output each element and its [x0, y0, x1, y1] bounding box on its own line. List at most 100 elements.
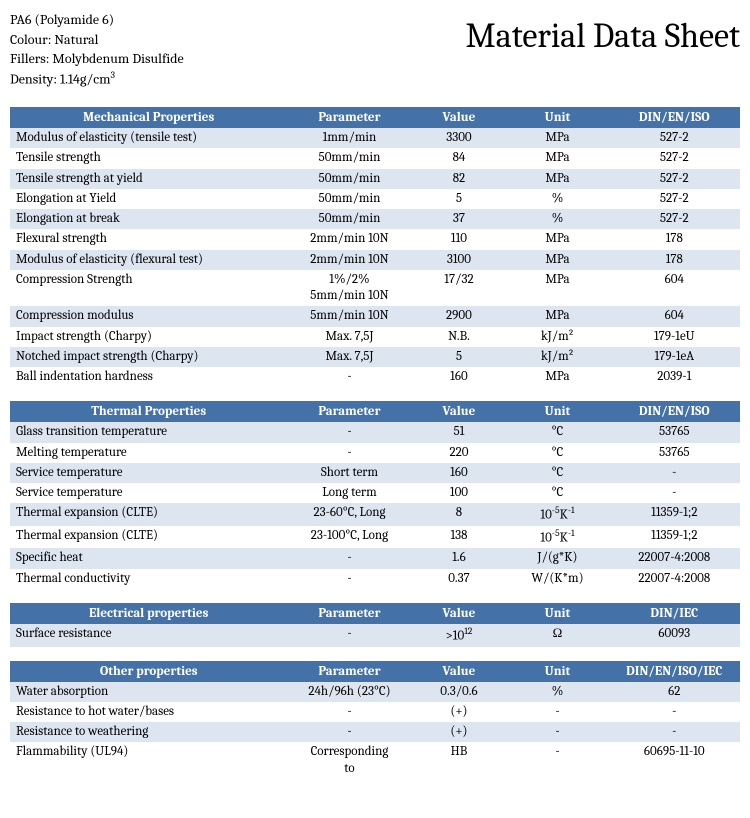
property-name: Modulus of elasticity (flexural test) — [10, 250, 287, 270]
table-row: Compression Strength1%/2%5mm/min 10N17/3… — [10, 270, 740, 307]
property-name: Glass transition temperature — [10, 422, 287, 442]
parameter: 23-60°C, Long — [287, 503, 411, 526]
value: >1012 — [412, 624, 507, 647]
parameter: 23-100°C, Long — [287, 526, 411, 549]
standard: 527-2 — [609, 148, 740, 168]
property-name: Impact strength (Charpy) — [10, 327, 287, 347]
unit: kJ/m² — [506, 327, 608, 347]
value: 2900 — [412, 306, 507, 326]
properties-table: Mechanical PropertiesParameterValueUnitD… — [10, 107, 740, 387]
standard: 2039-1 — [609, 367, 740, 387]
unit: - — [506, 722, 608, 742]
standard: 527-2 — [609, 189, 740, 209]
table-row: Compression modulus5mm/min 10N2900MPa604 — [10, 306, 740, 326]
column-header: Thermal Properties — [10, 401, 287, 422]
parameter: 5mm/min 10N — [287, 306, 411, 326]
value: 160 — [412, 463, 507, 483]
value: 0.3/0.6 — [412, 682, 507, 702]
parameter: - — [287, 569, 411, 589]
property-name: Resistance to weathering — [10, 722, 287, 742]
column-header: DIN/IEC — [609, 603, 740, 624]
unit: MPa — [506, 128, 608, 148]
parameter: 2mm/min 10N — [287, 250, 411, 270]
column-header: Unit — [506, 107, 608, 128]
unit: % — [506, 682, 608, 702]
property-name: Thermal conductivity — [10, 569, 287, 589]
unit: °C — [506, 483, 608, 503]
unit: MPa — [506, 250, 608, 270]
standard: 53765 — [609, 443, 740, 463]
table-row: Resistance to weathering-(+)-- — [10, 722, 740, 742]
unit: MPa — [506, 229, 608, 249]
parameter: 2mm/min 10N — [287, 229, 411, 249]
column-header: Parameter — [287, 603, 411, 624]
unit: kJ/m² — [506, 347, 608, 367]
standard: 178 — [609, 250, 740, 270]
table-row: Thermal conductivity-0.37W/(K*m)22007-4:… — [10, 569, 740, 589]
unit: 10-5K-1 — [506, 526, 608, 549]
table-row: Specific heat-1.6J/(g*K)22007-4:2008 — [10, 548, 740, 568]
property-name: Specific heat — [10, 548, 287, 568]
table-row: Thermal expansion (CLTE)23-100°C, Long13… — [10, 526, 740, 549]
table-row: Surface resistance->1012Ω60093 — [10, 624, 740, 647]
material-meta: PA6 (Polyamide 6) Colour: Natural Filler… — [10, 10, 184, 89]
meta-colour: Colour: Natural — [10, 30, 184, 50]
properties-table: Thermal PropertiesParameterValueUnitDIN/… — [10, 401, 740, 589]
meta-density-sup: 3 — [111, 70, 116, 81]
table-row: Service temperatureShort term160°C- — [10, 463, 740, 483]
column-header: Mechanical Properties — [10, 107, 287, 128]
parameter: Long term — [287, 483, 411, 503]
standard: 62 — [609, 682, 740, 702]
value: 160 — [412, 367, 507, 387]
parameter: Short term — [287, 463, 411, 483]
page-title: Material Data Sheet — [466, 16, 740, 56]
table-row: Resistance to hot water/bases-(+)-- — [10, 702, 740, 722]
standard: - — [609, 483, 740, 503]
standard: 53765 — [609, 422, 740, 442]
standard: 22007-4:2008 — [609, 569, 740, 589]
meta-fillers: Fillers: Molybdenum Disulfide — [10, 49, 184, 69]
table-row: Impact strength (Charpy)Max. 7,5JN.B.kJ/… — [10, 327, 740, 347]
value: 8 — [412, 503, 507, 526]
standard: 60695-11-10 — [609, 742, 740, 779]
value: 37 — [412, 209, 507, 229]
standard: 604 — [609, 270, 740, 307]
parameter: - — [287, 624, 411, 647]
property-name: Modulus of elasticity (tensile test) — [10, 128, 287, 148]
property-name: Ball indentation hardness — [10, 367, 287, 387]
standard: 604 — [609, 306, 740, 326]
meta-density-pre: Density: 1.14g/cm — [10, 70, 111, 87]
unit: % — [506, 189, 608, 209]
property-name: Tensile strength — [10, 148, 287, 168]
column-header: Value — [412, 603, 507, 624]
standard: - — [609, 463, 740, 483]
unit: °C — [506, 463, 608, 483]
column-header: DIN/EN/ISO — [609, 107, 740, 128]
parameter: 50mm/min — [287, 169, 411, 189]
standard: 179-1eA — [609, 347, 740, 367]
standard: 60093 — [609, 624, 740, 647]
parameter: 50mm/min — [287, 189, 411, 209]
value: (+) — [412, 722, 507, 742]
parameter: - — [287, 367, 411, 387]
parameter: 50mm/min — [287, 209, 411, 229]
property-name: Flammability (UL94) — [10, 742, 287, 779]
column-header: Unit — [506, 603, 608, 624]
properties-table: Other propertiesParameterValueUnitDIN/EN… — [10, 661, 740, 779]
unit: W/(K*m) — [506, 569, 608, 589]
property-name: Surface resistance — [10, 624, 287, 647]
column-header: Value — [412, 107, 507, 128]
value: 51 — [412, 422, 507, 442]
standard: 527-2 — [609, 169, 740, 189]
column-header: Value — [412, 661, 507, 682]
property-name: Notched impact strength (Charpy) — [10, 347, 287, 367]
value: 5 — [412, 347, 507, 367]
column-header: Parameter — [287, 107, 411, 128]
property-name: Water absorption — [10, 682, 287, 702]
parameter: - — [287, 702, 411, 722]
parameter: - — [287, 443, 411, 463]
tables-container: Mechanical PropertiesParameterValueUnitD… — [10, 107, 740, 779]
parameter: 50mm/min — [287, 148, 411, 168]
unit: MPa — [506, 367, 608, 387]
table-row: Melting temperature-220°C53765 — [10, 443, 740, 463]
